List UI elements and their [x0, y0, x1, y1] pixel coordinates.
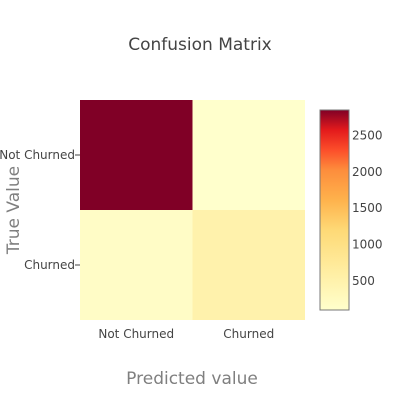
- y-axis-title: True Value: [4, 166, 24, 255]
- x-axis-ticks: Not Churned Churned: [98, 327, 274, 341]
- heatmap-cell: [192, 210, 305, 320]
- x-tick-label: Churned: [223, 327, 274, 341]
- colorbar-tick-label: 1000: [352, 238, 383, 252]
- heatmap-cell: [192, 100, 305, 210]
- y-axis-ticks: Not Churned Churned: [0, 148, 80, 272]
- colorbar-ticks: 500 1000 1500 2000 2500: [352, 128, 383, 287]
- colorbar: 500 1000 1500 2000 2500: [319, 109, 383, 311]
- heatmap-cell: [80, 210, 193, 320]
- x-tick-label: Not Churned: [98, 327, 174, 341]
- colorbar-tick-label: 2000: [352, 165, 383, 179]
- x-axis-title: Predicted value: [126, 369, 258, 389]
- heatmap-cell: [80, 100, 193, 210]
- colorbar-tick-label: 1500: [352, 201, 383, 215]
- colorbar-gradient: [319, 109, 350, 311]
- chart-title: Confusion Matrix: [128, 35, 272, 55]
- heatmap-cells: [80, 100, 305, 320]
- y-tick-label: Churned: [24, 258, 75, 272]
- y-tick-label: Not Churned: [0, 148, 75, 162]
- colorbar-tick-label: 2500: [352, 128, 383, 142]
- colorbar-tick-label: 500: [352, 274, 375, 288]
